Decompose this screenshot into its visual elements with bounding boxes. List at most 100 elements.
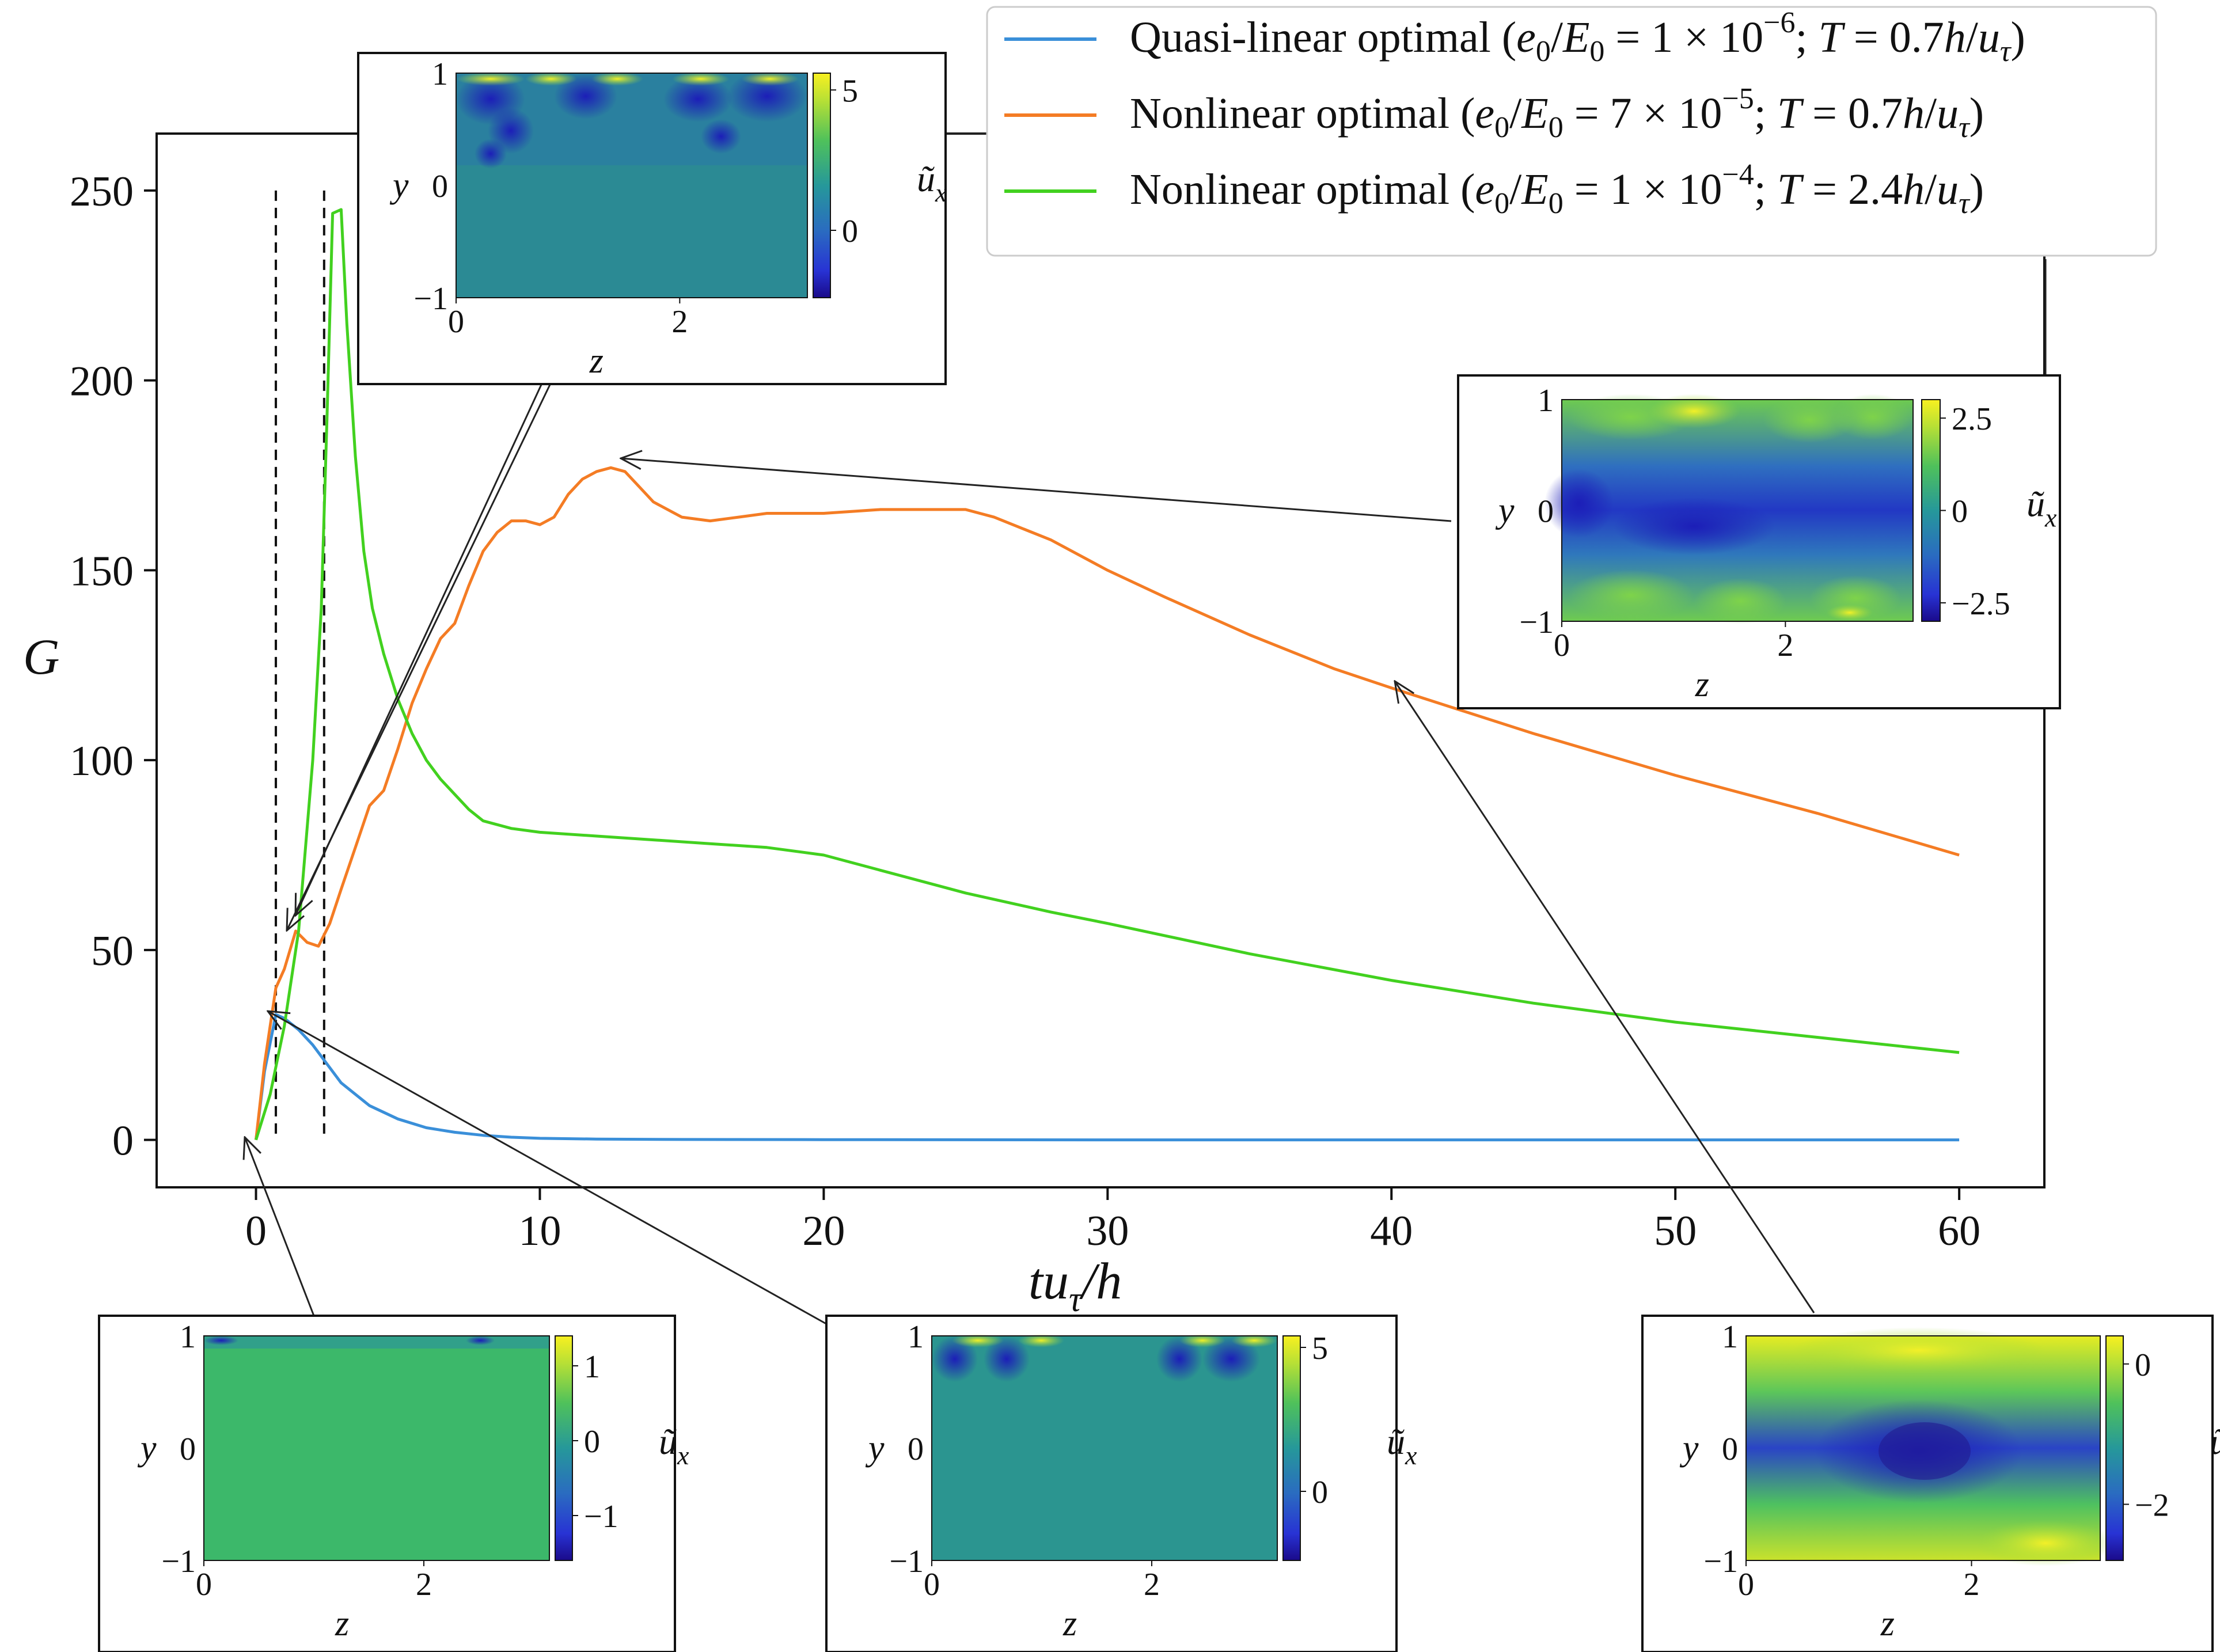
- inset-y-tick-label: −1: [889, 1544, 924, 1579]
- legend-box: [986, 6, 2157, 257]
- inset-y-tick-label: 0: [432, 169, 448, 204]
- arrow-topleft-b: [287, 384, 551, 931]
- colorbar-label: ũx: [659, 1421, 689, 1470]
- inset-x-tick-label: 2: [671, 304, 688, 340]
- x-tick-label: 60: [1938, 1207, 1980, 1255]
- inset-y-tick-label: 1: [1538, 383, 1554, 419]
- inset-y-tick-label: 1: [180, 1319, 196, 1355]
- colorbar-tick-label: 0: [1312, 1475, 1328, 1510]
- colorbar-tick-label: 1: [584, 1349, 600, 1385]
- heatmap: [1745, 1327, 2115, 1566]
- colorbar: [813, 73, 831, 298]
- inset-x-tick-label: 0: [924, 1567, 940, 1602]
- x-axis-ticks: 0 10 20 30 40 50 60: [245, 1187, 1980, 1255]
- inset-y-tick-label: 0: [1538, 494, 1554, 530]
- inset-y-tick-label: −1: [1519, 605, 1554, 640]
- inset-y-tick-label: 0: [908, 1431, 924, 1467]
- inset-x-axis-label: z: [1695, 665, 1709, 704]
- legend-entry: Nonlinear optimal (e0/E0 = 1 × 10−4; T =…: [1130, 158, 1984, 220]
- y-tick-label: 200: [70, 358, 134, 405]
- inset-y-axis-label: y: [389, 166, 409, 205]
- colorbar: [555, 1335, 573, 1561]
- inset-x-tick-label: 2: [1777, 628, 1793, 663]
- inset-x-axis-label: z: [1062, 1604, 1077, 1643]
- inset-x-axis-label: z: [335, 1604, 349, 1643]
- colorbar-label: ũx: [1387, 1421, 1417, 1470]
- x-tick-label: 10: [518, 1207, 561, 1255]
- inset-y-tick-label: −1: [413, 281, 448, 317]
- colorbar-tick-label: 0: [842, 214, 858, 249]
- x-tick-label: 20: [802, 1207, 845, 1255]
- inset-y-axis-label: y: [1495, 491, 1515, 530]
- arrow-bottommiddle: [268, 1011, 830, 1327]
- colorbar-tick-label: 0: [2135, 1347, 2151, 1383]
- inset-y-axis-label: y: [865, 1429, 885, 1468]
- colorbar-label: ũx: [2027, 484, 2057, 533]
- colorbar-tick-label: −2: [2135, 1488, 2169, 1524]
- legend-entry: Nonlinear optimal (e0/E0 = 7 × 10−5; T =…: [1130, 82, 1984, 144]
- x-axis-label: tuτ/h: [1029, 1253, 1122, 1319]
- inset-x-tick-label: 0: [1554, 628, 1570, 663]
- inset-y-axis-label: y: [137, 1429, 157, 1468]
- inset-y-axis-label: y: [1679, 1429, 1699, 1468]
- heatmap: [1544, 394, 1914, 624]
- inset-x-axis-label: z: [1880, 1604, 1895, 1643]
- inset-x-tick-label: 2: [1964, 1567, 1980, 1602]
- inset-y-tick-label: −1: [1703, 1544, 1738, 1579]
- colorbar-tick-label: −2.5: [1952, 586, 2010, 622]
- x-tick-label: 30: [1086, 1207, 1129, 1255]
- inset-y-tick-label: 0: [180, 1431, 196, 1467]
- colorbar-tick-label: −1: [584, 1499, 618, 1535]
- colorbar-tick-label: 5: [842, 73, 858, 109]
- inset-x-tick-label: 0: [196, 1567, 212, 1602]
- annotation-arrows: [245, 132, 2047, 1327]
- heatmap: [203, 1335, 550, 1561]
- series-line-3: [255, 208, 1960, 1141]
- y-axis-ticks: 0 50 100 150 200 250: [70, 168, 157, 1165]
- x-tick-label: 40: [1370, 1207, 1413, 1255]
- reference-lines: [275, 190, 325, 1140]
- inset-y-tick-label: 0: [1722, 1431, 1738, 1467]
- y-axis-label: G: [23, 629, 60, 685]
- heatmap: [931, 1334, 1278, 1561]
- colorbar: [1282, 1335, 1301, 1561]
- x-tick-label: 0: [245, 1207, 267, 1255]
- arrow-bottomright: [1395, 681, 1815, 1313]
- arrow-right-peak: [621, 458, 1452, 522]
- inset-y-tick-label: 1: [908, 1319, 924, 1355]
- inset-y-tick-label: 1: [1722, 1319, 1738, 1355]
- heatmap: [456, 70, 808, 298]
- legend-entry: Quasi-linear optimal (e0/E0 = 1 × 10−6; …: [1130, 6, 2025, 68]
- series-line-2: [255, 466, 1960, 1140]
- inset-x-tick-label: 2: [416, 1567, 432, 1602]
- arrow-bottomleft: [245, 1137, 315, 1316]
- inset-y-tick-label: −1: [161, 1544, 196, 1579]
- y-tick-label: 0: [112, 1118, 134, 1165]
- y-tick-label: 100: [70, 738, 134, 785]
- inset-x-tick-label: 2: [1144, 1567, 1160, 1602]
- inset-x-axis-label: z: [589, 341, 604, 381]
- colorbar-label: ũx: [2210, 1421, 2220, 1470]
- colorbar-label: ũx: [917, 158, 947, 207]
- colorbar-tick-label: 2.5: [1952, 401, 1992, 437]
- y-tick-label: 250: [70, 168, 134, 215]
- colorbar: [1921, 399, 1941, 622]
- inset-x-tick-label: 0: [1738, 1567, 1754, 1602]
- inset-x-tick-label: 0: [448, 304, 464, 340]
- y-tick-label: 50: [91, 928, 134, 975]
- inset-y-tick-label: 1: [432, 56, 448, 92]
- y-tick-label: 150: [70, 548, 134, 595]
- colorbar: [2105, 1335, 2124, 1561]
- colorbar-tick-label: 0: [584, 1424, 600, 1460]
- colorbar-tick-label: 0: [1952, 494, 1968, 530]
- legend: Quasi-linear optimal (e0/E0 = 1 × 10−6; …: [986, 6, 2157, 257]
- x-tick-label: 50: [1654, 1207, 1697, 1255]
- colorbar-tick-label: 5: [1312, 1331, 1328, 1366]
